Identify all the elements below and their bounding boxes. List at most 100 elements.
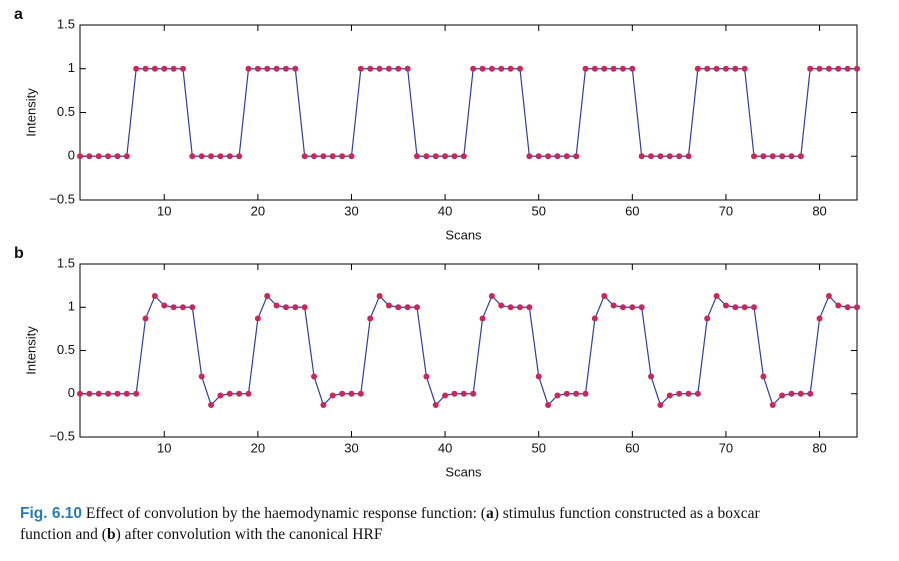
x-tick-label: 60	[625, 203, 639, 218]
data-point	[629, 304, 636, 311]
data-point	[123, 153, 130, 160]
data-point	[254, 65, 261, 72]
data-point	[442, 153, 449, 160]
x-tick-label: 70	[719, 440, 733, 455]
caption-label: Fig. 6.10	[20, 505, 83, 522]
data-point	[133, 65, 140, 72]
data-point	[807, 65, 814, 72]
data-point	[86, 390, 93, 397]
data-point	[498, 302, 505, 309]
data-point	[404, 65, 411, 72]
data-point	[395, 65, 402, 72]
data-point	[385, 65, 392, 72]
data-point	[385, 302, 392, 309]
data-point	[788, 153, 795, 160]
data-point	[423, 153, 430, 160]
x-tick-label: 50	[531, 203, 545, 218]
data-point	[301, 304, 308, 311]
data-point	[844, 304, 851, 311]
data-point	[292, 304, 299, 311]
data-point	[86, 153, 93, 160]
data-point	[423, 373, 430, 380]
data-point	[685, 390, 692, 397]
data-point	[292, 65, 299, 72]
data-point	[367, 65, 374, 72]
data-point	[704, 65, 711, 72]
data-point	[179, 65, 186, 72]
caption-text: function and (	[20, 526, 107, 543]
data-point	[825, 293, 832, 300]
data-point	[451, 153, 458, 160]
caption-text: a	[485, 505, 494, 522]
data-point	[151, 293, 158, 300]
data-point	[179, 304, 186, 311]
x-tick-label: 50	[531, 440, 545, 455]
data-point	[264, 65, 271, 72]
data-point	[573, 390, 580, 397]
data-point	[208, 153, 215, 160]
data-point	[694, 390, 701, 397]
data-point	[713, 293, 720, 300]
data-point	[788, 390, 795, 397]
data-point	[470, 65, 477, 72]
data-point	[545, 401, 552, 408]
x-tick-label: 80	[812, 440, 826, 455]
data-point	[591, 65, 598, 72]
data-point	[704, 315, 711, 322]
data-point	[282, 65, 289, 72]
x-axis-label: Scans	[445, 227, 482, 242]
x-tick-label: 10	[157, 203, 171, 218]
data-point	[797, 390, 804, 397]
data-point	[507, 65, 514, 72]
data-point	[526, 153, 533, 160]
x-tick-label: 80	[812, 203, 826, 218]
data-point	[133, 390, 140, 397]
data-point	[507, 304, 514, 311]
data-point	[479, 65, 486, 72]
data-point	[638, 304, 645, 311]
plot-frame	[79, 263, 858, 438]
data-point	[95, 390, 102, 397]
data-point	[226, 153, 233, 160]
data-point	[198, 373, 205, 380]
data-point	[208, 401, 215, 408]
data-point	[676, 153, 683, 160]
data-point	[376, 65, 383, 72]
data-point	[198, 153, 205, 160]
data-point	[151, 65, 158, 72]
data-point	[779, 392, 786, 399]
data-point	[217, 153, 224, 160]
data-point	[348, 390, 355, 397]
y-tick-label: −0.5	[49, 428, 75, 443]
data-point	[554, 153, 561, 160]
data-point	[161, 65, 168, 72]
caption-text: Effect of convolution by the haemodynami…	[82, 505, 486, 522]
data-point	[648, 373, 655, 380]
data-point	[751, 304, 758, 311]
data-point	[488, 65, 495, 72]
data-point	[329, 392, 336, 399]
data-point	[769, 401, 776, 408]
y-tick-label: 1	[68, 299, 75, 314]
data-point	[77, 390, 83, 397]
series-line	[80, 294, 857, 407]
data-point	[189, 153, 196, 160]
data-point	[460, 390, 467, 397]
x-tick-label: 30	[344, 203, 358, 218]
data-point	[591, 315, 598, 322]
data-point	[311, 373, 318, 380]
data-point	[226, 390, 233, 397]
x-tick-label: 70	[719, 203, 733, 218]
data-point	[114, 390, 121, 397]
y-tick-label: 1	[68, 60, 75, 75]
data-point	[339, 153, 346, 160]
y-tick-label: 0.5	[57, 342, 75, 357]
y-tick-label: 0.5	[57, 104, 75, 119]
data-point	[816, 315, 823, 322]
data-point	[825, 65, 832, 72]
data-point	[779, 153, 786, 160]
data-point	[414, 304, 421, 311]
data-point	[414, 153, 421, 160]
data-point	[95, 153, 102, 160]
